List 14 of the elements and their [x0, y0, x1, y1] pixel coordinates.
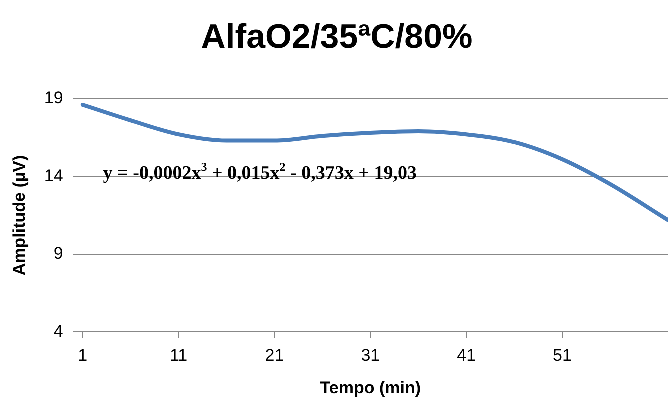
x-tick-label: 1 — [78, 346, 88, 366]
y-tick-label: 14 — [44, 166, 64, 186]
y-tick-label: 9 — [54, 244, 64, 264]
x-tick-label: 41 — [457, 346, 476, 366]
y-tick-label: 4 — [54, 322, 64, 341]
x-tick-label: 11 — [170, 346, 188, 366]
x-tick-label: 31 — [361, 346, 380, 366]
line-series — [80, 103, 668, 222]
x-axis-title: Tempo (min) — [320, 378, 422, 398]
y-tick-label: 19 — [44, 88, 64, 108]
x-tick-label: 21 — [265, 346, 284, 366]
x-tick-label: 51 — [553, 346, 572, 366]
y-axis-title: Amplitude (µV) — [10, 155, 29, 276]
chart-title: AlfaO2/35ªC/80% — [201, 18, 473, 56]
